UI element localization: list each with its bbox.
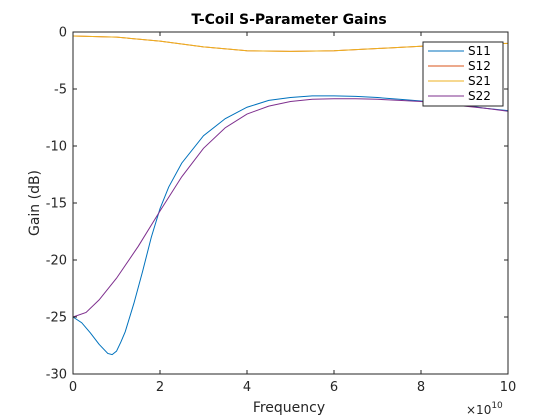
legend-label-s11: S11 [468,44,491,58]
x-tick-label: 10 [500,380,517,395]
x-tick-label: 0 [69,380,77,395]
legend-label-s21: S21 [468,74,491,88]
y-tick-label: -30 [46,368,67,383]
y-tick-label: -15 [46,197,67,212]
x-axis-label: Frequency [253,400,325,416]
tick-layer: 0 2 4 6 8 10 0 -5 -10 -15 -20 -25 -30 [46,26,517,396]
y-tick-label: -5 [54,83,67,98]
legend-label-s12: S12 [468,59,491,73]
y-axis-label: Gain (dB) [27,170,43,236]
legend-label-s22: S22 [468,89,491,103]
x-tick-label: 4 [243,380,251,395]
y-tick-label: -20 [46,254,67,269]
y-tick-label: -10 [46,140,67,155]
chart-title: T-Coil S-Parameter Gains [191,12,386,28]
x-tick-label: 8 [417,380,425,395]
y-tick-label: -25 [46,311,67,326]
x-tick-label: 6 [330,380,338,395]
legend-box [422,41,504,107]
series-line-s11 [72,95,509,356]
y-tick-label: 0 [59,26,67,41]
series-layer [72,35,509,356]
x-tick-label: 2 [156,380,164,395]
x-axis-exponent: ×1010 [466,401,503,417]
